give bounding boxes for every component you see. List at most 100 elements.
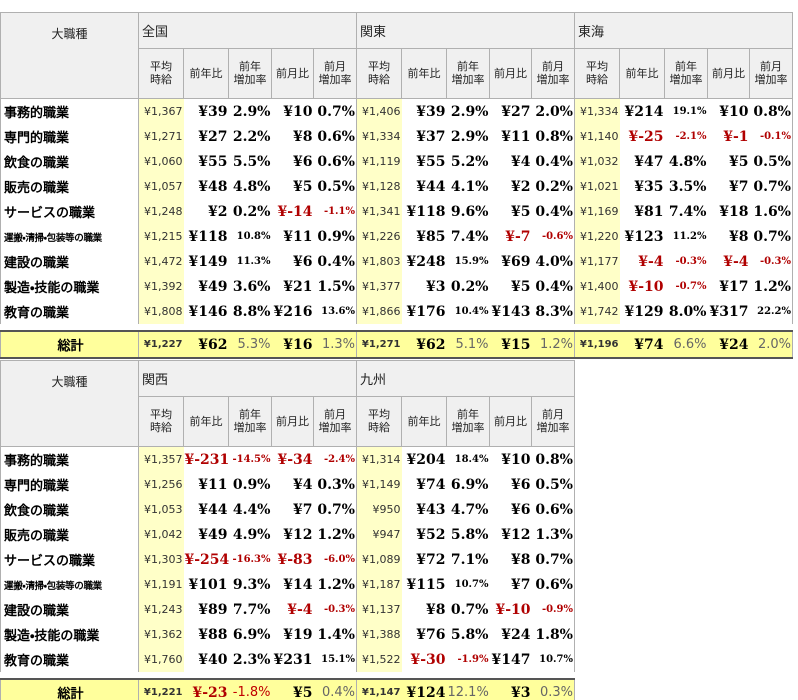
cell: 1.8% (531, 622, 575, 647)
cell: ¥1,187 (356, 572, 402, 597)
cell: ¥7 (511, 576, 531, 593)
data-row: 教育の職業 ¥1,808 ¥146 8.8% ¥216 13.6% ¥1,866 ¥176 10… (0, 299, 793, 324)
cell: ¥16 (271, 330, 314, 359)
cell: 4.0% (535, 253, 573, 270)
cell: ¥44 (198, 501, 228, 518)
cell: ¥62 (183, 330, 229, 359)
cell: ¥6 (511, 476, 531, 493)
cell: ¥1,177 (574, 249, 620, 274)
cell: 8.0% (668, 303, 707, 320)
region-header: 九州 (356, 360, 575, 397)
cell: 0.5% (317, 178, 355, 195)
cell: ¥1,169 (574, 199, 620, 224)
cell: ¥89 (198, 601, 228, 618)
cell: 2.2% (232, 128, 271, 145)
cell: 1.2% (531, 330, 575, 359)
cell: 1.3% (531, 522, 575, 547)
cell: ¥1,220 (574, 224, 620, 249)
cell: 1.2% (317, 576, 355, 593)
cell: ¥5 (511, 203, 531, 220)
cell: -0.9% (531, 597, 575, 622)
cell: 0.7% (749, 224, 793, 249)
cell: ¥8 (426, 601, 446, 618)
subheader-line: 増加率 (233, 73, 267, 87)
cell: ¥1,392 (138, 274, 184, 299)
cell: ¥1,227 (138, 330, 184, 359)
cell: ¥72 (416, 551, 446, 568)
cell: 9.6% (450, 203, 489, 220)
cell: ¥48 (198, 178, 228, 195)
subheader-line: 増加率 (536, 73, 570, 87)
cell: ¥76 (416, 626, 446, 643)
subheader-line: 前月 (324, 60, 346, 74)
subheader: 平均 時給 (138, 48, 184, 100)
cell: ¥19 (283, 626, 313, 643)
cell: 4.1% (450, 178, 489, 195)
cell: ¥-14 (277, 203, 313, 220)
row-label: 建設の職業 (0, 249, 139, 274)
cell: 0.4% (313, 678, 357, 700)
cell: 10.8% (236, 231, 271, 242)
data-table: 大職種 全国 関東 東海 平均 時給 前年比 前年 増加率 前月比 前月 増加率 平均 時給 前年比 前年 増加… (0, 12, 793, 359)
subheader-line: 前年 (239, 60, 261, 74)
subheader: 平均 時給 (138, 396, 184, 448)
cell: 0.2% (450, 278, 489, 295)
subheader-line: 前年比 (189, 66, 223, 80)
subheader-line: 増加率 (451, 73, 485, 87)
cell: ¥8 (511, 551, 531, 568)
row-label: 運搬・清掃・包装等の職業 (0, 572, 139, 597)
subheader-line: 前年 (675, 60, 697, 74)
cell: 2.0% (535, 103, 573, 120)
subheader: 前年比 (183, 48, 229, 100)
cell: ¥44 (416, 178, 446, 195)
cell: ¥-34 (277, 451, 313, 468)
cell: ¥39 (198, 103, 228, 120)
cell: ¥149 (188, 253, 228, 270)
cell: ¥11 (501, 128, 531, 145)
cell: ¥88 (198, 626, 228, 643)
cell: 0.4% (535, 203, 573, 220)
cell: ¥74 (416, 476, 446, 493)
cell: ¥118 (188, 228, 228, 245)
cell: ¥1,119 (356, 149, 402, 174)
cell: 5.8% (450, 626, 489, 643)
row-label: 製造・技能の職業 (0, 274, 139, 299)
cell: ¥123 (624, 228, 664, 245)
subheader-line: 前年比 (407, 66, 441, 80)
cell: 8.3% (535, 303, 573, 320)
cell: 5.8% (450, 526, 489, 543)
row-label: 販売の職業 (0, 174, 139, 199)
cell: 8.8% (232, 303, 271, 320)
cell: 2.9% (450, 103, 489, 120)
cell: -1.9% (457, 654, 489, 665)
cell: -14.5% (232, 454, 271, 465)
cell: ¥-7 (505, 228, 531, 245)
cell: ¥1,053 (138, 497, 184, 522)
cell: ¥1,248 (138, 199, 184, 224)
data-row: 製造・技能の職業 ¥1,362 ¥88 6.9% ¥19 1.4% ¥1,388 ¥76 5.8… (0, 622, 575, 647)
cell: ¥101 (188, 576, 228, 593)
cell: 4.8% (232, 178, 271, 195)
cell: 1.4% (317, 626, 355, 643)
subheader: 前月 増加率 (313, 48, 357, 100)
subheader-line: 前月比 (276, 66, 309, 80)
cell: 4.9% (232, 526, 271, 543)
subheader-row: 平均 時給 前年比 前年 増加率 前月比 前月 増加率 平均 時給 前年比 前年 増加率 前月比 前月 増加率… (1, 48, 793, 100)
cell: ¥1,149 (356, 472, 402, 497)
cell: ¥-10 (628, 278, 664, 295)
subheader-line: 増加率 (318, 73, 352, 87)
cell: ¥1,032 (574, 149, 620, 174)
cell: ¥10 (283, 103, 313, 120)
cell: ¥7 (729, 178, 749, 195)
cell: 4.7% (450, 501, 489, 518)
cell: ¥124 (401, 678, 447, 700)
cell: -2.1% (675, 131, 707, 142)
cell: 0.6% (317, 128, 355, 145)
cell: 3.6% (232, 278, 271, 295)
row-label: 建設の職業 (0, 597, 139, 622)
cell: 6.9% (232, 626, 271, 643)
cell: 15.9% (454, 256, 489, 267)
cell: ¥1,243 (138, 597, 184, 622)
row-label: 製造・技能の職業 (0, 622, 139, 647)
spacer (1, 672, 575, 679)
